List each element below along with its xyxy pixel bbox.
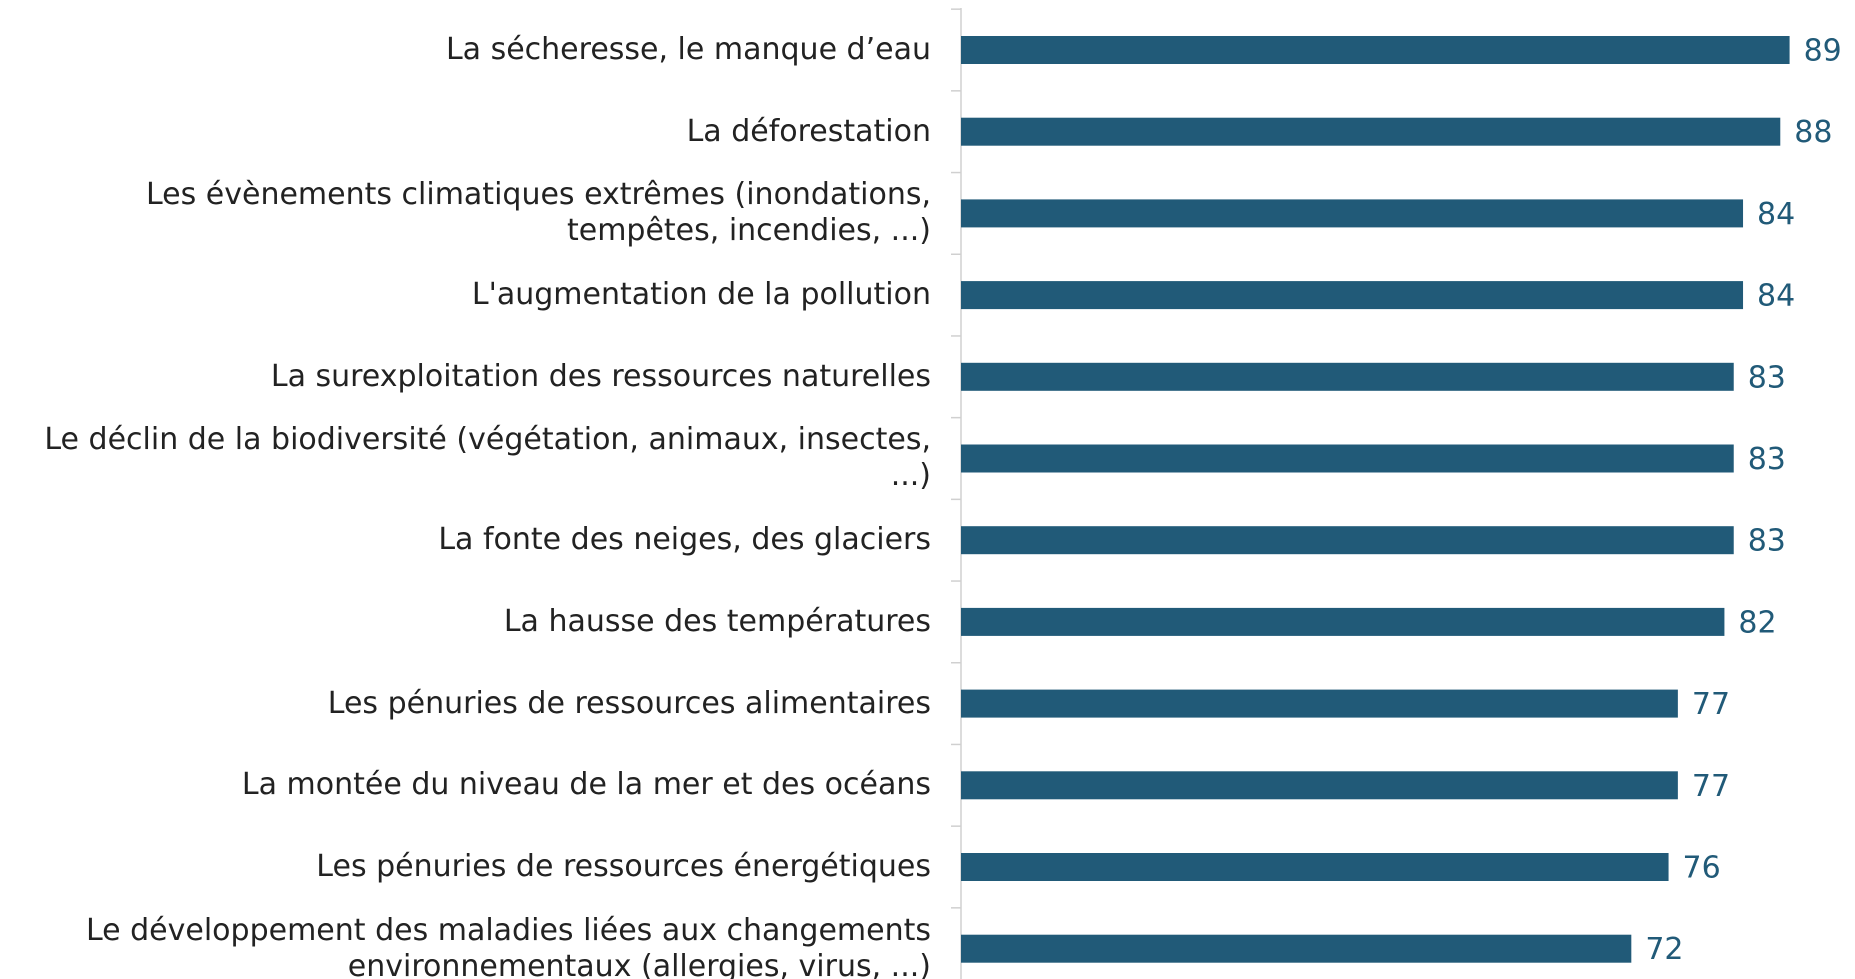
bar xyxy=(961,771,1678,800)
value-label: 76 xyxy=(1683,851,1721,886)
value-label: 84 xyxy=(1757,197,1795,232)
bar xyxy=(961,607,1725,636)
category-label: L'augmentation de la pollution xyxy=(471,277,931,313)
value-label: 77 xyxy=(1692,687,1730,722)
bar xyxy=(961,117,1781,146)
category-label: Le déclin de la biodiversité (végétation… xyxy=(44,422,931,494)
value-label: 77 xyxy=(1692,769,1730,804)
bar xyxy=(961,281,1744,310)
category-label: La surexploitation des ressources nature… xyxy=(270,358,931,394)
category-label: Les évènements climatiques extrêmes (ino… xyxy=(145,177,931,249)
bar xyxy=(961,444,1734,473)
value-label: 83 xyxy=(1748,524,1786,559)
category-label: La fonte des neiges, des glaciers xyxy=(438,522,931,558)
category-label: La montée du niveau de la mer et des océ… xyxy=(241,767,931,803)
category-label: Les pénuries de ressources énergétiques xyxy=(316,848,931,884)
category-label: Le développement des maladies liées aux … xyxy=(85,912,931,979)
bar xyxy=(961,362,1734,391)
value-label: 72 xyxy=(1645,932,1683,967)
bar xyxy=(961,36,1790,64)
category-label: La sécheresse, le manque d’eau xyxy=(445,31,931,67)
bar xyxy=(961,689,1678,718)
value-label: 83 xyxy=(1748,442,1786,477)
bar xyxy=(961,199,1744,228)
bar xyxy=(961,853,1669,881)
value-label: 83 xyxy=(1748,360,1786,395)
value-label: 82 xyxy=(1738,605,1776,640)
category-label: Les pénuries de ressources alimentaires xyxy=(327,685,931,721)
bar xyxy=(961,526,1734,555)
value-label: 84 xyxy=(1757,279,1795,314)
value-label: 89 xyxy=(1804,34,1842,69)
bar xyxy=(961,934,1632,963)
category-label: La déforestation xyxy=(686,113,931,149)
category-label: La hausse des températures xyxy=(503,603,931,639)
value-label: 88 xyxy=(1794,115,1832,150)
